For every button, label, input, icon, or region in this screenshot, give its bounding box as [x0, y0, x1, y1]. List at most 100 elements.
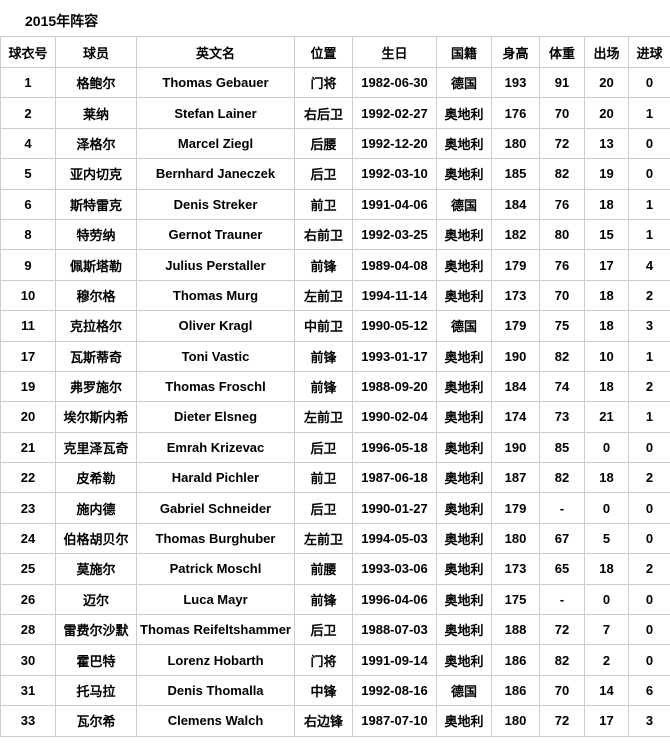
table-cell: 1996-04-06 — [352, 583, 437, 616]
table-cell: 8 — [0, 218, 56, 251]
table-cell: Emrah Krizevac — [136, 431, 295, 464]
table-cell: 72 — [539, 614, 585, 646]
table-cell: - — [539, 492, 585, 524]
table-cell: Thomas Gebauer — [136, 66, 295, 99]
table-cell: 4 — [628, 249, 670, 281]
table-cell: 2 — [628, 370, 670, 403]
table-cell: 18 — [584, 553, 629, 585]
table-cell: 2 — [584, 644, 629, 676]
table-cell: 1988-09-20 — [352, 370, 437, 403]
table-row: 22 皮希勒 Harald Pichler 前卫 1987-06-18 奥地利 187 82 1… — [0, 462, 670, 494]
table-cell: 中锋 — [294, 674, 353, 707]
table-cell: 瓦斯蒂奇 — [55, 340, 137, 372]
table-row: 4 泽格尔 Marcel Ziegl 后腰 1992-12-20 奥地利 180 72 13 0 — [0, 127, 670, 160]
table-cell: 80 — [539, 218, 585, 251]
table-cell: 莱纳 — [55, 97, 137, 129]
table-cell: 19 — [584, 158, 629, 190]
column-header: 英文名 — [136, 36, 295, 68]
table-cell: 1992-02-27 — [352, 97, 437, 129]
table-cell: 85 — [539, 431, 585, 464]
table-cell: 0 — [628, 583, 670, 616]
table-cell: 186 — [491, 674, 540, 707]
page-title: 2015年阵容 — [25, 13, 99, 29]
table-cell: 0 — [628, 431, 670, 464]
table-cell: 奥地利 — [436, 553, 492, 585]
table-cell: Patrick Moschl — [136, 553, 295, 585]
table-cell: 70 — [539, 674, 585, 707]
table-cell: 10 — [0, 279, 56, 312]
table-cell: 190 — [491, 431, 540, 464]
table-cell: 1 — [628, 340, 670, 372]
table-cell: 德国 — [436, 66, 492, 99]
table-cell: 67 — [539, 522, 585, 555]
table-cell: 1993-03-06 — [352, 553, 437, 585]
table-cell: 2 — [628, 279, 670, 312]
table-cell: 7 — [584, 614, 629, 646]
table-cell: Gabriel Schneider — [136, 492, 295, 524]
table-cell: 1987-07-10 — [352, 705, 437, 737]
table-cell: 1993-01-17 — [352, 340, 437, 372]
table-cell: 斯特雷克 — [55, 188, 137, 220]
table-cell: 门将 — [294, 66, 353, 99]
table-cell: 0 — [584, 583, 629, 616]
table-cell: 特劳纳 — [55, 218, 137, 251]
table-row: 33 瓦尔希 Clemens Walch 右边锋 1987-07-10 奥地利 180 72 1… — [0, 705, 670, 737]
table-cell: 1982-06-30 — [352, 66, 437, 99]
table-cell: 1 — [628, 97, 670, 129]
table-cell: 后卫 — [294, 431, 353, 464]
table-cell: 72 — [539, 127, 585, 160]
table-cell: 1 — [628, 188, 670, 220]
table-cell: 0 — [628, 644, 670, 676]
table-cell: Bernhard Janeczek — [136, 158, 295, 190]
table-row: 26 迈尔 Luca Mayr 前锋 1996-04-06 奥地利 175-0 0 — [0, 583, 670, 616]
table-cell: 前锋 — [294, 583, 353, 616]
table-cell: 25 — [0, 553, 56, 585]
table-cell: Clemens Walch — [136, 705, 295, 737]
table-cell: 70 — [539, 97, 585, 129]
table-cell: 1991-09-14 — [352, 644, 437, 676]
table-cell: Luca Mayr — [136, 583, 295, 616]
table-cell: Marcel Ziegl — [136, 127, 295, 160]
table-cell: 左前卫 — [294, 401, 353, 433]
column-header: 进球 — [628, 36, 670, 68]
table-cell: 格鲍尔 — [55, 66, 137, 99]
table-cell: 179 — [491, 492, 540, 524]
table-row: 25 莫施尔 Patrick Moschl 前腰 1993-03-06 奥地利 173 65 1… — [0, 553, 670, 585]
table-cell: 1990-05-12 — [352, 310, 437, 342]
table-cell: 17 — [0, 340, 56, 372]
table-cell: Toni Vastic — [136, 340, 295, 372]
table-cell: 76 — [539, 188, 585, 220]
table-cell: 伯格胡贝尔 — [55, 522, 137, 555]
table-cell: 184 — [491, 188, 540, 220]
table-cell: 190 — [491, 340, 540, 372]
table-row: 20 埃尔斯内希 Dieter Elsneg 左前卫 1990-02-04 奥地利 174 7… — [0, 401, 670, 433]
table-cell: 20 — [584, 97, 629, 129]
table-cell: 0 — [584, 431, 629, 464]
table-cell: 76 — [539, 249, 585, 281]
table-cell: 奥地利 — [436, 614, 492, 646]
table-cell: 82 — [539, 462, 585, 494]
table-cell: 186 — [491, 644, 540, 676]
table-cell: 德国 — [436, 674, 492, 707]
table-cell: 5 — [0, 158, 56, 190]
table-row: 8 特劳纳 Gernot Trauner 右前卫 1992-03-25 奥地利 182 80 1… — [0, 218, 670, 251]
table-cell: 1987-06-18 — [352, 462, 437, 494]
table-cell: Thomas Burghuber — [136, 522, 295, 555]
table-cell: 17 — [584, 705, 629, 737]
table-cell: 泽格尔 — [55, 127, 137, 160]
table-cell: 6 — [0, 188, 56, 220]
table-cell: 1992-08-16 — [352, 674, 437, 707]
table-cell: 前锋 — [294, 370, 353, 403]
table-cell: 13 — [584, 127, 629, 160]
table-cell: Thomas Murg — [136, 279, 295, 312]
table-cell: 91 — [539, 66, 585, 99]
table-row: 28 雷费尔沙默 Thomas Reifeltshammer 后卫 1988-07-03… — [0, 614, 670, 646]
table-cell: 180 — [491, 127, 540, 160]
table-row: 5 亚内切克 Bernhard Janeczek 后卫 1992-03-10 奥地利 185… — [0, 158, 670, 190]
table-cell: 奥地利 — [436, 340, 492, 372]
column-header: 位置 — [294, 36, 353, 68]
table-row: 30 霍巴特 Lorenz Hobarth 门将 1991-09-14 奥地利 186 82 2… — [0, 644, 670, 676]
table-cell: 前锋 — [294, 249, 353, 281]
table-cell: 74 — [539, 370, 585, 403]
